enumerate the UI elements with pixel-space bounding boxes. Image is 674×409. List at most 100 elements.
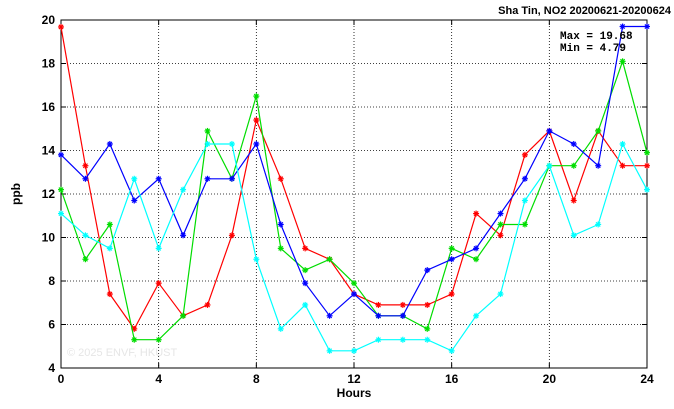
data-point — [155, 280, 162, 287]
data-point — [595, 127, 602, 134]
y-axis-label: ppb — [9, 183, 23, 205]
x-tick-label: 8 — [253, 372, 260, 386]
data-point — [424, 301, 431, 308]
y-tick-label: 20 — [42, 13, 56, 27]
data-point — [448, 245, 455, 252]
data-point — [253, 256, 260, 263]
data-point — [448, 347, 455, 354]
data-point — [82, 162, 89, 169]
data-point — [644, 162, 650, 169]
data-point — [277, 221, 284, 228]
data-point — [546, 162, 553, 169]
data-point — [521, 197, 528, 204]
data-point — [228, 175, 235, 182]
data-point — [82, 175, 89, 182]
data-point — [180, 232, 187, 239]
x-tick-label: 12 — [347, 372, 361, 386]
data-point — [570, 197, 577, 204]
data-point — [131, 336, 138, 343]
data-point — [644, 186, 650, 193]
data-point — [497, 232, 504, 239]
y-tick-label: 18 — [42, 57, 56, 71]
data-point — [58, 151, 64, 158]
data-point — [326, 347, 333, 354]
data-point — [619, 23, 626, 30]
data-point — [131, 175, 138, 182]
data-point — [399, 312, 406, 319]
x-tick-label: 4 — [155, 372, 162, 386]
data-point — [204, 301, 211, 308]
data-point — [180, 312, 187, 319]
data-point — [375, 312, 382, 319]
data-point — [424, 325, 431, 332]
data-point — [521, 221, 528, 228]
data-point — [302, 245, 309, 252]
data-point — [106, 245, 113, 252]
data-point — [399, 301, 406, 308]
data-point — [253, 93, 260, 100]
chart-title: Sha Tin, NO2 20200621-20200624 — [498, 5, 672, 17]
data-point — [448, 291, 455, 298]
x-tick-label: 20 — [543, 372, 557, 386]
x-tick-label: 0 — [58, 372, 65, 386]
data-point — [131, 197, 138, 204]
data-point — [58, 23, 64, 30]
data-point — [302, 267, 309, 274]
data-point — [351, 347, 357, 354]
data-point — [351, 280, 357, 287]
y-tick-label: 12 — [42, 187, 56, 201]
data-point — [228, 140, 235, 147]
y-tick-label: 8 — [48, 274, 55, 288]
data-point — [546, 127, 553, 134]
data-point — [326, 312, 333, 319]
max-stat: Max = 19.68 — [560, 31, 633, 43]
x-tick-label: 24 — [640, 372, 654, 386]
data-point — [82, 232, 89, 239]
data-point — [595, 221, 602, 228]
series-3 — [58, 140, 650, 354]
data-point — [155, 336, 162, 343]
data-point — [619, 140, 626, 147]
data-point — [644, 149, 650, 156]
series-1 — [58, 58, 650, 343]
data-point — [277, 175, 284, 182]
data-point — [253, 117, 260, 124]
data-point — [375, 336, 382, 343]
data-point — [351, 291, 357, 298]
data-point — [521, 151, 528, 158]
data-point — [497, 221, 504, 228]
data-point — [204, 175, 211, 182]
data-point — [521, 175, 528, 182]
min-stat: Min = 4.79 — [560, 43, 626, 55]
y-tick-label: 10 — [42, 231, 56, 245]
series-line — [60, 142, 648, 352]
data-point — [570, 162, 577, 169]
data-point — [58, 210, 64, 217]
data-point — [473, 256, 480, 263]
data-point — [82, 256, 89, 263]
data-point — [277, 245, 284, 252]
data-point — [228, 232, 235, 239]
y-tick-label: 14 — [42, 144, 56, 158]
data-point — [180, 186, 187, 193]
data-point — [473, 210, 480, 217]
data-point — [375, 301, 382, 308]
data-point — [570, 140, 577, 147]
watermark: © 2025 ENVF, HKUST — [67, 347, 177, 359]
data-point — [155, 245, 162, 252]
data-point — [644, 23, 650, 30]
data-point — [106, 291, 113, 298]
y-tick-label: 4 — [48, 361, 55, 375]
y-tick-label: 16 — [42, 100, 56, 114]
series-group — [58, 23, 650, 354]
data-point — [473, 245, 480, 252]
grid-lines — [61, 20, 647, 368]
data-point — [448, 256, 455, 263]
data-point — [619, 58, 626, 65]
data-point — [302, 301, 309, 308]
data-point — [326, 256, 333, 263]
y-tick-label: 6 — [48, 318, 55, 332]
data-point — [58, 186, 64, 193]
data-point — [619, 162, 626, 169]
